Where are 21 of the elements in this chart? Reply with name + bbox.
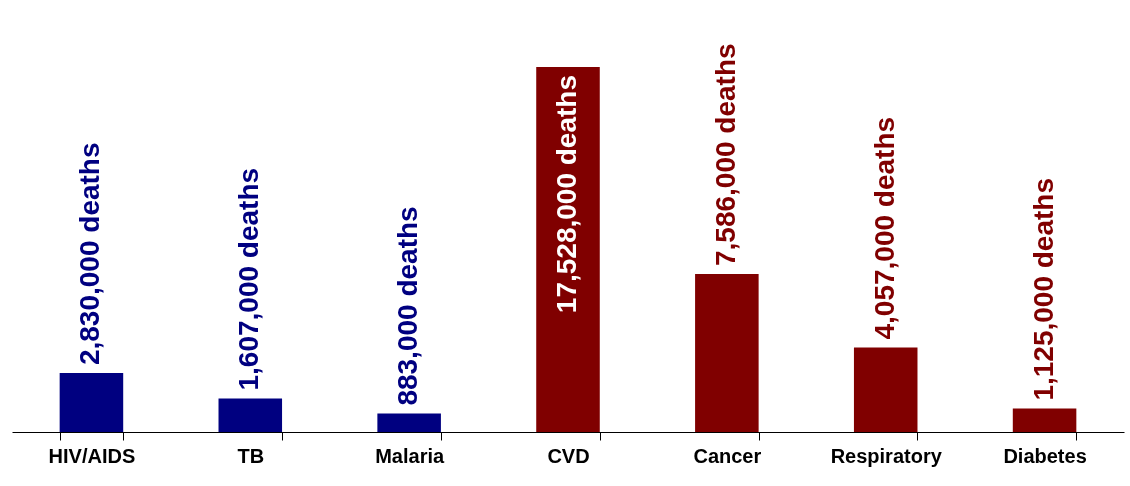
data-label: 1,125,000 deaths <box>1027 177 1059 401</box>
bar <box>377 413 441 432</box>
x-tick-label: Respiratory <box>830 444 943 467</box>
x-tick-label: TB <box>237 444 265 467</box>
data-label: 17,528,000 deaths <box>551 75 582 314</box>
data-label: 7,586,000 deaths <box>709 43 741 267</box>
x-tick-label: CVD <box>547 444 590 467</box>
bar <box>218 398 283 432</box>
x-tick-label: Diabetes <box>1003 444 1087 467</box>
data-label: 1,607,000 deaths <box>233 167 265 391</box>
bar <box>536 67 600 432</box>
bar <box>1012 408 1077 432</box>
x-tick-label: Malaria <box>375 444 445 467</box>
bar <box>59 373 124 432</box>
x-tick-label: HIV/AIDS <box>48 444 136 467</box>
bar <box>695 274 759 432</box>
data-label: 2,830,000 deaths <box>74 142 106 366</box>
bar <box>853 347 918 432</box>
data-label: 4,057,000 deaths <box>868 116 900 340</box>
data-label: 883,000 deaths <box>392 206 424 406</box>
x-tick-label: Cancer <box>693 444 762 467</box>
